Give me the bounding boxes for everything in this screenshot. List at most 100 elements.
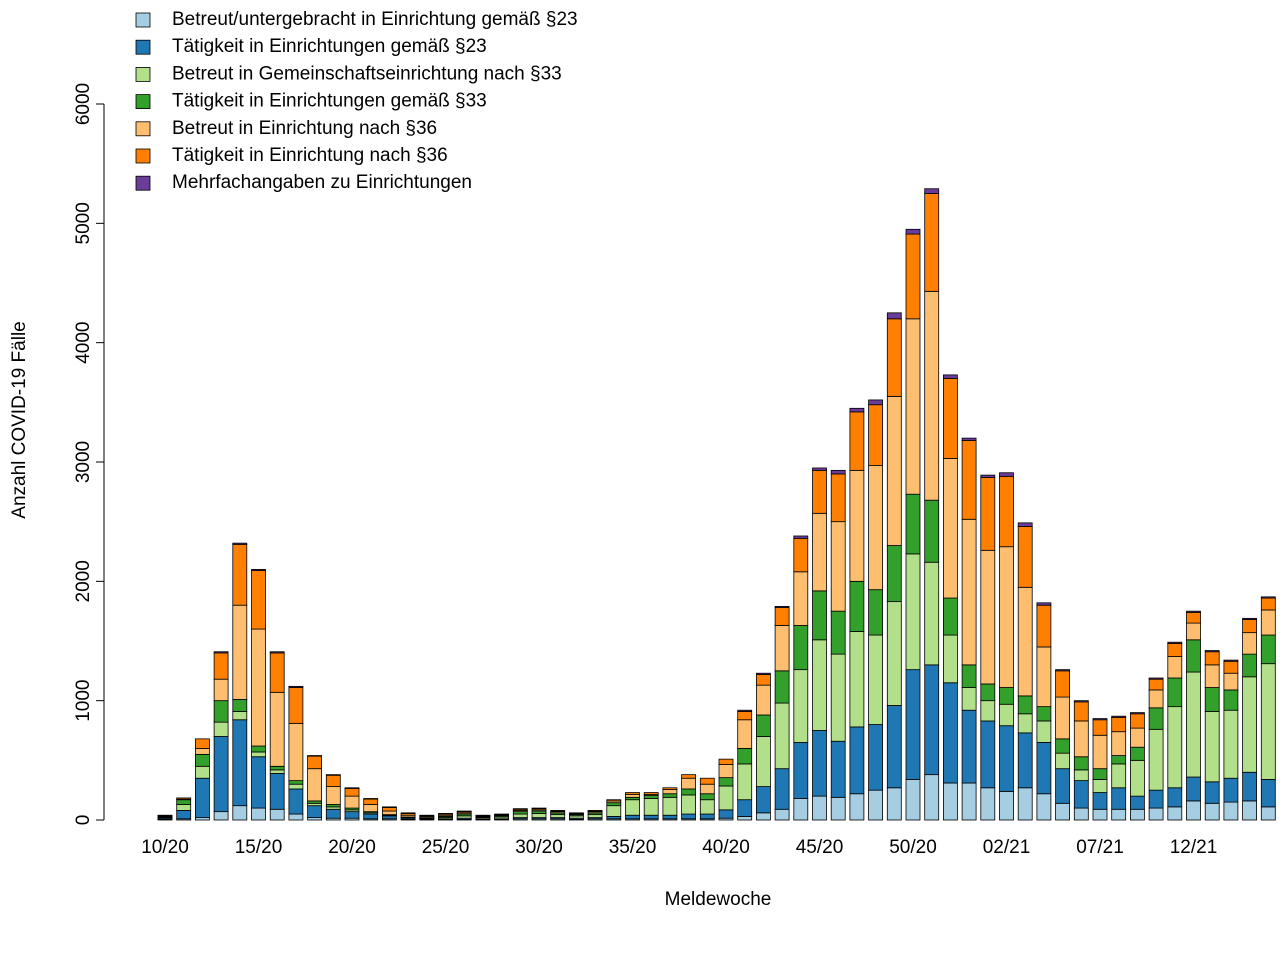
- bar-segment: [699, 799, 715, 815]
- bar-segment: [1073, 756, 1089, 771]
- bar-segment: [1092, 719, 1108, 736]
- bar-segment: [924, 499, 940, 563]
- bar-segment: [980, 700, 996, 722]
- bar-segment: [924, 188, 940, 194]
- y-tick-label: 1000: [73, 680, 94, 722]
- bar-segment: [868, 789, 883, 821]
- bar-segment: [251, 745, 266, 753]
- bar-segment: [812, 795, 827, 821]
- bar-segment: [1130, 795, 1145, 810]
- bar-segment: [905, 318, 921, 495]
- bar-segment: [793, 571, 809, 626]
- bar-segment: [961, 437, 977, 441]
- bar-segment: [194, 777, 210, 819]
- bar-segment: [400, 812, 416, 814]
- legend-label: Tätigkeit in Einrichtungen gemäß §23: [172, 36, 487, 57]
- bar-segment: [943, 378, 958, 459]
- legend-swatch: [135, 67, 151, 82]
- bar-segment: [756, 786, 771, 814]
- bar-segment: [1017, 526, 1033, 588]
- bar-segment: [774, 670, 790, 704]
- bar-segment: [269, 651, 285, 654]
- bar-segment: [1148, 678, 1164, 691]
- legend-label: Tätigkeit in Einrichtungen gemäß §33: [172, 91, 487, 112]
- bar-segment: [1017, 695, 1033, 715]
- bar-segment: [961, 782, 977, 821]
- bar-segment: [1055, 670, 1070, 698]
- bar-segment: [1111, 715, 1127, 718]
- bar-segment: [905, 669, 921, 780]
- bar-segment: [756, 674, 771, 686]
- bar-segment: [325, 808, 341, 819]
- bar-segment: [643, 795, 659, 799]
- bar-segment: [737, 711, 753, 721]
- bar-segment: [830, 740, 846, 798]
- bar-segment: [1055, 752, 1070, 770]
- bar-segment: [643, 814, 659, 820]
- bar-segment: [886, 545, 902, 603]
- bar-segment: [905, 779, 921, 821]
- bar-segment: [699, 777, 715, 785]
- bar-segment: [1260, 597, 1276, 611]
- bar-segment: [681, 794, 696, 815]
- bar-segment: [531, 807, 547, 810]
- bar-segment: [1148, 689, 1164, 709]
- bar-segment: [1167, 787, 1183, 808]
- bar-segment: [943, 682, 958, 784]
- bar-segment: [830, 796, 846, 821]
- bar-segment: [905, 233, 921, 320]
- bar-segment: [756, 672, 771, 675]
- bar-segment: [699, 783, 715, 795]
- x-tick-label: 07/21: [1076, 837, 1124, 858]
- bar-segment: [494, 813, 510, 816]
- bar-segment: [606, 802, 622, 807]
- bar-segment: [344, 787, 360, 789]
- bar-segment: [325, 774, 341, 776]
- bar-segment: [737, 816, 753, 821]
- bar-segment: [1092, 768, 1108, 780]
- legend-swatch: [135, 12, 151, 28]
- bar-segment: [232, 543, 248, 606]
- bar-segment: [475, 814, 491, 817]
- legend-label: Betreut in Gemeinschaftseinrichtung nach…: [172, 63, 562, 84]
- bar-segment: [868, 399, 883, 406]
- bar-segment: [1260, 596, 1276, 599]
- bar-segment: [1130, 759, 1145, 797]
- bar-segment: [363, 813, 379, 820]
- bar-segment: [363, 804, 379, 813]
- bar-segment: [1055, 738, 1070, 754]
- bar-segment: [868, 589, 883, 636]
- bar-segment: [756, 684, 771, 716]
- bar-segment: [886, 705, 902, 789]
- bar-segment: [662, 814, 678, 820]
- bar-segment: [737, 799, 753, 817]
- y-tick-label: 5000: [73, 202, 94, 244]
- bar-segment: [1130, 713, 1145, 729]
- bar-segment: [905, 553, 921, 671]
- bar-segment: [1260, 806, 1276, 821]
- bar-segment: [1148, 728, 1164, 791]
- x-tick-label: 35/20: [609, 837, 657, 858]
- bar-segment: [699, 793, 715, 801]
- bar-segment: [886, 318, 902, 397]
- bar-segment: [251, 628, 266, 747]
- bar-segment: [1017, 586, 1033, 697]
- bar-segment: [213, 652, 229, 680]
- bar-segment: [793, 798, 809, 821]
- bar-segment: [756, 812, 771, 821]
- bar-segment: [1055, 669, 1070, 672]
- x-tick-label: 25/20: [422, 837, 470, 858]
- bar-segment: [251, 570, 266, 630]
- bar-segment: [269, 691, 285, 767]
- bar-segment: [1242, 800, 1257, 821]
- bar-segment: [999, 546, 1014, 688]
- bar-segment: [1260, 663, 1276, 780]
- bar-segment: [793, 537, 809, 573]
- bar-segment: [1223, 777, 1239, 803]
- x-tick-label: 40/20: [702, 837, 750, 858]
- bar-segment: [1017, 713, 1033, 734]
- bar-segment: [512, 808, 528, 810]
- bar-segment: [1073, 700, 1089, 703]
- bar-segment: [232, 711, 248, 721]
- bar-segment: [1242, 619, 1257, 634]
